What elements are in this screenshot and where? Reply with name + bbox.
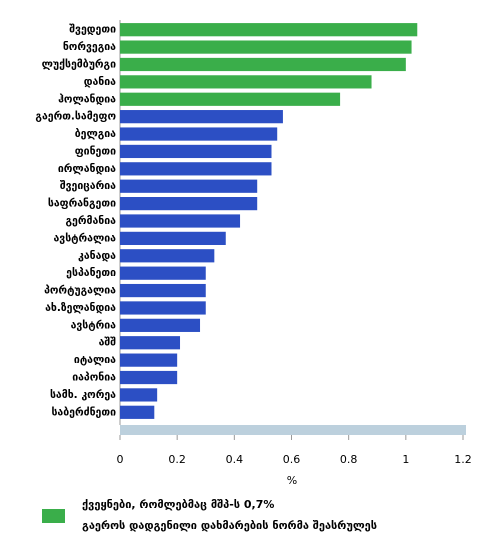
y-tick-label: ავსტრალია: [53, 232, 116, 244]
y-tick-label: სამხ. კორეა: [50, 389, 116, 401]
y-tick-label: ბელგია: [75, 128, 116, 140]
bar: [120, 214, 241, 228]
bar: [120, 405, 155, 419]
bar: [120, 40, 412, 54]
bar: [120, 266, 206, 280]
bar: [120, 162, 272, 176]
bar: [120, 23, 418, 37]
bar: [120, 92, 341, 106]
legend-line: ქვეყნები, რომლებმაც მშპ-ს 0,7%: [82, 498, 278, 511]
y-tick-label: გერმანია: [66, 215, 117, 227]
bar: [120, 110, 283, 124]
legend: ქვეყნები, რომლებმაც მშპ-ს 0,7% გაეროს და…: [42, 498, 377, 532]
y-tick-label: შვედეთი: [69, 24, 116, 36]
y-tick-label: ფინეთი: [75, 145, 116, 157]
y-tick-label: გაერთ.სამეფო: [35, 111, 116, 123]
y-tick-label: საფრანგეთი: [48, 198, 116, 210]
bar: [120, 388, 158, 402]
y-tick-label: კანადა: [78, 250, 116, 262]
legend-label: ქვეყნები, რომლებმაც მშპ-ს 0,7% გაეროს და…: [82, 498, 377, 532]
axis-band: [120, 425, 466, 435]
y-tick-label: ჰოლანდია: [58, 93, 116, 105]
bar: [120, 75, 372, 89]
bar: [120, 336, 181, 350]
bar: [120, 127, 278, 141]
bar: [120, 353, 178, 367]
y-tick-label: დანია: [84, 76, 116, 88]
x-tick-label: 0: [117, 453, 124, 466]
x-axis-label: %: [287, 474, 297, 487]
y-tick-label: ახ.ზელანდია: [45, 302, 116, 314]
bar: [120, 370, 178, 385]
y-tick-label: ავსტრია: [71, 319, 117, 331]
y-tick-label: ესპანეთი: [66, 267, 116, 279]
y-tick-label: ლუქსემბურგი: [42, 58, 116, 70]
bar: [120, 301, 206, 315]
y-tick-label: იაპონია: [72, 372, 116, 384]
bar: [120, 249, 215, 263]
bar: [120, 179, 258, 193]
bar: [120, 231, 226, 245]
bar: [120, 197, 258, 211]
x-tick-label: 0.8: [340, 453, 358, 466]
y-tick-label: ნორვეგია: [63, 41, 116, 53]
x-tick-label: 1: [402, 453, 409, 466]
legend-line: გაეროს დადგენილი დახმარების ნორმა შეასრუ…: [82, 519, 377, 532]
y-tick-label: ირლანდია: [58, 163, 116, 175]
y-tick-label: პორტუგალია: [44, 285, 116, 297]
bar: [120, 283, 206, 298]
bar: [120, 144, 272, 159]
x-tick-label: 0.6: [283, 453, 301, 466]
x-tick-label: 0.4: [226, 453, 244, 466]
y-tick-label: შვეიცარია: [60, 180, 116, 192]
y-tick-label: იტალია: [74, 354, 116, 366]
y-tick-label: აშშ: [99, 337, 117, 349]
bar: [120, 57, 406, 72]
x-tick-label: 1.2: [454, 453, 472, 466]
legend-swatch: [42, 509, 65, 523]
bar: [120, 318, 201, 332]
x-tick-label: 0.2: [168, 453, 186, 466]
y-tick-label: საბერძნეთი: [51, 406, 116, 418]
